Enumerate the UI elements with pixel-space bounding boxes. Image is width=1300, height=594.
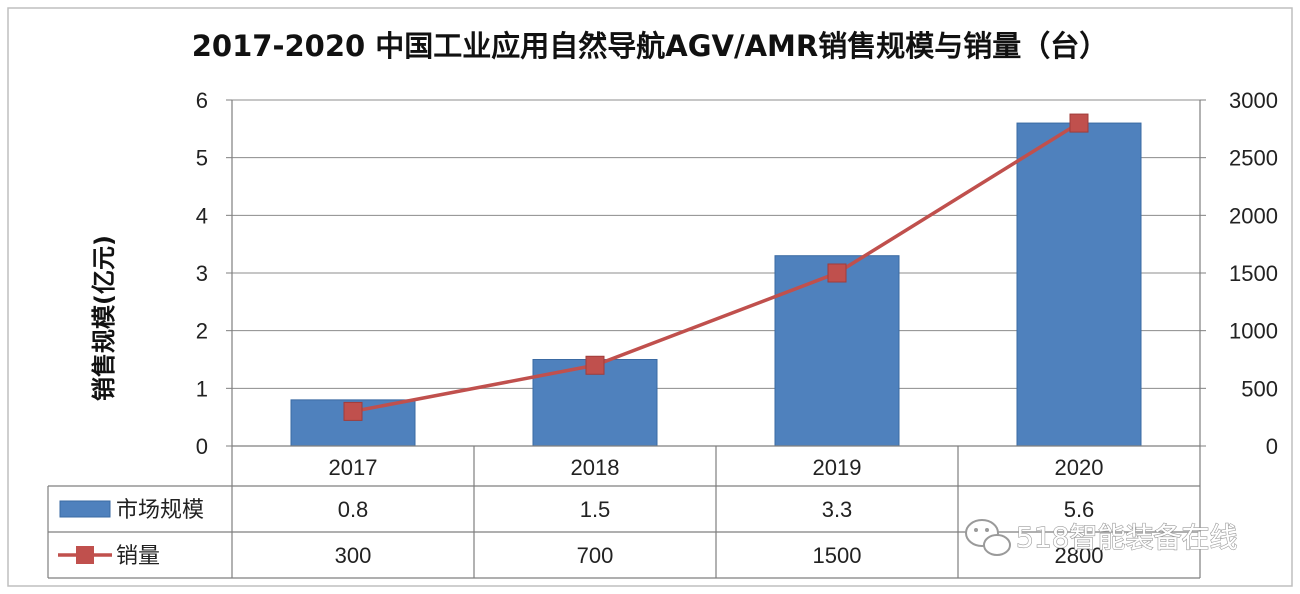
axes: 0 1 2 3 4 5 6 0 500 1000 1500 2000 2500 3000	[196, 88, 1278, 459]
x-tick-label: 2017	[329, 455, 378, 480]
y-tick-label: 0	[196, 434, 208, 459]
data-label: 300	[335, 543, 372, 568]
x-tick-label: 2020	[1055, 455, 1104, 480]
x-tick-label: 2018	[571, 455, 620, 480]
data-label: 1500	[813, 543, 862, 568]
data-label: 5.6	[1064, 497, 1095, 522]
line-marker	[1069, 113, 1089, 133]
y2-tick-label: 2500	[1229, 146, 1278, 171]
bar	[1016, 122, 1142, 447]
watermark: 518智能装备在线	[965, 519, 1238, 556]
y2-tick-label: 2000	[1229, 203, 1278, 228]
y-tick-label: 6	[196, 88, 208, 113]
line-marker	[343, 401, 363, 421]
data-label: 2800	[1055, 543, 1104, 568]
data-label: 700	[577, 543, 614, 568]
line-marker	[585, 355, 605, 375]
data-label: 3.3	[822, 497, 853, 522]
chart-title: 2017-2020 中国工业应用自然导航AGV/AMR销售规模与销量（台）	[192, 29, 1108, 63]
legend-label: 市场规模	[116, 497, 204, 522]
bar-series	[290, 122, 1142, 447]
y2-tick-label: 1500	[1229, 261, 1278, 286]
y-tick-label: 2	[196, 319, 208, 344]
data-label: 1.5	[580, 497, 611, 522]
y-tick-label: 1	[196, 376, 208, 401]
y2-tick-label: 0	[1266, 434, 1278, 459]
x-tick-label: 2019	[813, 455, 862, 480]
y-tick-label: 3	[196, 261, 208, 286]
legend-label: 销量	[116, 543, 160, 568]
y-tick-label: 5	[196, 146, 208, 171]
line-series	[343, 113, 1089, 421]
series-line	[352, 121, 1080, 414]
y2-tick-label: 3000	[1229, 88, 1278, 113]
wechat-icon	[965, 519, 1011, 556]
y2-tick-label: 1000	[1229, 319, 1278, 344]
data-label: 0.8	[338, 497, 369, 522]
legend-key	[76, 546, 94, 564]
line-marker	[827, 263, 847, 283]
y2-tick-label: 500	[1241, 376, 1278, 401]
watermark-text: 518智能装备在线	[1016, 521, 1237, 554]
y-axis-label: 销售规模(亿元)	[90, 235, 118, 401]
legend-key	[59, 500, 111, 518]
bar	[774, 255, 900, 447]
y-tick-label: 4	[196, 203, 208, 228]
